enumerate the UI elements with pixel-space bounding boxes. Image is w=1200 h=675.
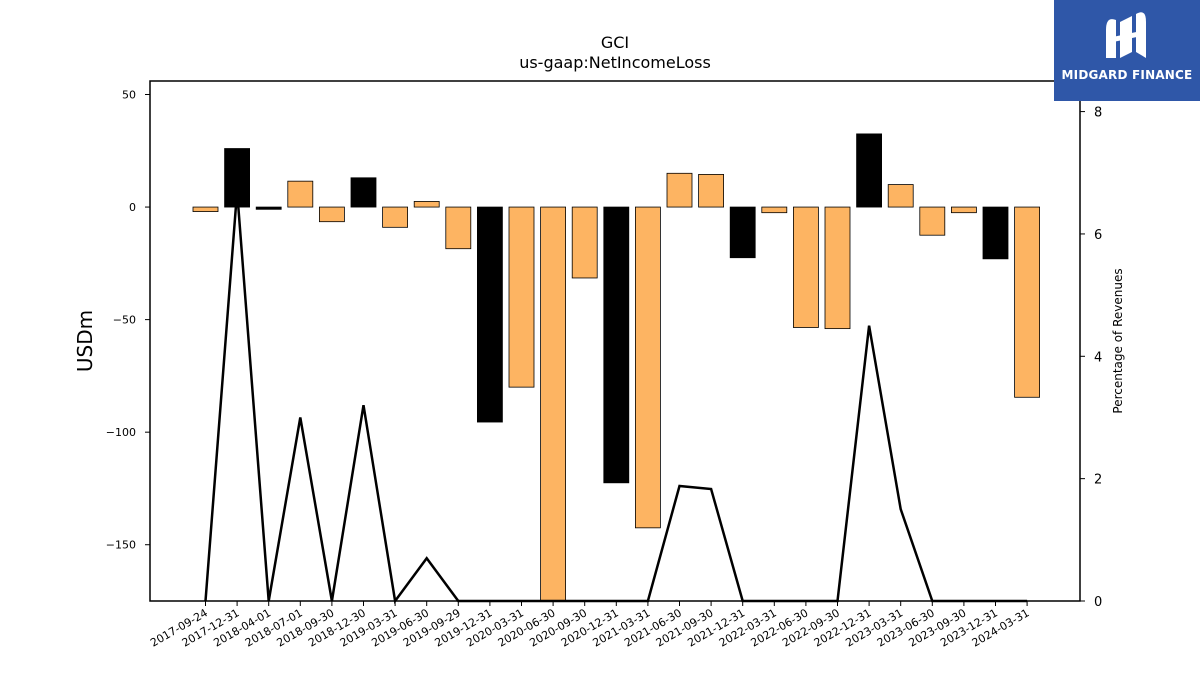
bar-2018-07-01 (287, 180, 314, 208)
y2-tick-label: 6 (1094, 228, 1102, 243)
left-axis: 50 0 −50 −100 −150 (106, 89, 150, 552)
x-axis: 2017-09-242017-12-312018-04-012018-07-01… (148, 601, 1032, 650)
logo-mark-icon (1106, 12, 1146, 58)
plot-frame (149, 80, 1081, 602)
bar-2022-09-30 (824, 206, 851, 330)
chart-subtitle: us-gaap:NetIncomeLoss (519, 53, 711, 72)
bar-2019-12-31 (476, 206, 503, 423)
bar-2023-06-30 (919, 206, 946, 236)
bar-2022-03-31 (761, 206, 788, 214)
y-tick-label: 0 (129, 201, 136, 214)
y-tick-label: −100 (106, 426, 136, 439)
y-tick-label: 50 (122, 89, 136, 102)
bar-2020-12-31 (603, 206, 630, 484)
bar-2018-04-01 (255, 206, 282, 210)
bar-2018-09-30 (318, 206, 345, 223)
bar-2020-09-30 (571, 206, 598, 279)
bar-2021-06-30 (666, 172, 693, 208)
y2-tick-label: 0 (1094, 595, 1102, 610)
y-tick-label: −50 (113, 314, 136, 327)
bar-2023-12-31 (982, 206, 1009, 260)
y2-tick-label: 4 (1094, 350, 1102, 365)
brand-logo: MIDGARD FINANCE (1054, 0, 1200, 101)
y2-axis-label: Percentage of Revenues (1111, 268, 1125, 413)
bar-2022-12-31 (856, 133, 882, 208)
y-tick-label: −150 (106, 539, 136, 552)
logo-text: MIDGARD FINANCE (1061, 68, 1193, 82)
bar-2019-03-31 (382, 206, 409, 228)
chart-title: GCI (601, 33, 629, 52)
bar-2019-09-29 (445, 206, 472, 250)
bar-2024-03-31 (1014, 206, 1040, 398)
bar-2021-12-31 (729, 206, 756, 259)
bar-2021-09-30 (698, 174, 724, 208)
bar-2022-06-30 (793, 206, 819, 328)
y-axis-label: USDm (73, 310, 97, 372)
bar-2020-06-30 (540, 206, 566, 602)
bar-2023-09-30 (951, 206, 977, 214)
bar-series (192, 133, 1040, 602)
bar-2018-12-30 (350, 177, 377, 208)
y2-tick-label: 8 (1094, 106, 1102, 121)
bar-2017-09-24 (192, 206, 219, 212)
bar-2020-03-31 (508, 206, 535, 388)
bar-2023-03-31 (887, 184, 914, 208)
bar-2021-03-31 (635, 206, 661, 529)
y2-tick-label: 2 (1094, 473, 1102, 488)
right-axis: 0 2 4 6 8 (1080, 106, 1102, 610)
bar-2019-06-30 (413, 201, 440, 208)
